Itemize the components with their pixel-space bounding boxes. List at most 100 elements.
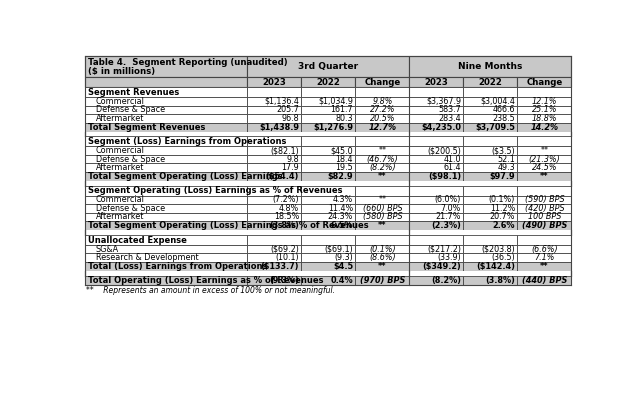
Bar xyxy=(355,213,410,221)
Text: Total Segment Operating (Loss) Earnings: Total Segment Operating (Loss) Earnings xyxy=(88,172,282,181)
Bar xyxy=(410,97,463,105)
Bar xyxy=(84,132,572,136)
Bar xyxy=(517,253,572,262)
Text: 41.0: 41.0 xyxy=(444,154,461,164)
Bar xyxy=(248,196,301,204)
Bar xyxy=(84,87,248,97)
Text: $1,034.9: $1,034.9 xyxy=(318,97,353,106)
Text: 2.6%: 2.6% xyxy=(493,221,515,230)
Text: 18.5%: 18.5% xyxy=(274,213,299,221)
Text: 14.2%: 14.2% xyxy=(531,123,559,132)
Bar xyxy=(463,123,517,132)
Bar xyxy=(355,245,410,253)
Text: 80.3: 80.3 xyxy=(335,114,353,123)
Bar xyxy=(248,87,301,97)
Text: (6.0%): (6.0%) xyxy=(435,195,461,204)
Text: 7.1%: 7.1% xyxy=(534,253,554,262)
Bar xyxy=(517,105,572,114)
Text: (2.3%): (2.3%) xyxy=(431,221,461,230)
Bar xyxy=(301,164,355,172)
Bar xyxy=(355,136,410,146)
Text: Commercial: Commercial xyxy=(95,195,145,204)
Bar xyxy=(84,262,248,271)
Bar xyxy=(463,186,517,196)
Text: $1,438.9: $1,438.9 xyxy=(259,123,299,132)
Bar xyxy=(84,230,572,235)
Bar xyxy=(301,172,355,181)
Text: **: ** xyxy=(378,146,387,155)
Text: 27.2%: 27.2% xyxy=(370,105,395,115)
Bar xyxy=(301,245,355,253)
Bar xyxy=(410,276,463,285)
Bar xyxy=(355,186,410,196)
Bar xyxy=(517,87,572,97)
Bar xyxy=(248,56,410,77)
Text: (0.1%): (0.1%) xyxy=(489,195,515,204)
Bar xyxy=(355,146,410,155)
Text: **: ** xyxy=(378,262,387,271)
Bar xyxy=(410,204,463,213)
Text: 205.7: 205.7 xyxy=(276,105,299,115)
Bar xyxy=(517,136,572,146)
Text: (660) BPS: (660) BPS xyxy=(363,204,402,213)
Text: 11.4%: 11.4% xyxy=(328,204,353,213)
Text: (3.8%): (3.8%) xyxy=(269,221,299,230)
Bar xyxy=(301,77,355,87)
Text: **: ** xyxy=(540,172,548,181)
Bar xyxy=(517,172,572,181)
Bar xyxy=(355,196,410,204)
Bar xyxy=(84,235,248,245)
Bar xyxy=(517,204,572,213)
Bar xyxy=(410,213,463,221)
Bar xyxy=(410,136,463,146)
Text: Commercial: Commercial xyxy=(95,97,145,106)
Text: 21.7%: 21.7% xyxy=(436,213,461,221)
Text: **    Represents an amount in excess of 100% or not meaningful.: ** Represents an amount in excess of 100… xyxy=(86,286,335,295)
Bar xyxy=(517,164,572,172)
Bar xyxy=(84,221,248,230)
Bar xyxy=(463,276,517,285)
Text: 49.3: 49.3 xyxy=(497,163,515,172)
Bar xyxy=(410,87,463,97)
Bar xyxy=(84,213,248,221)
Text: 583.7: 583.7 xyxy=(438,105,461,115)
Bar xyxy=(410,186,463,196)
Bar xyxy=(248,204,301,213)
Text: (490) BPS: (490) BPS xyxy=(522,221,567,230)
Text: (8.6%): (8.6%) xyxy=(369,253,396,262)
Bar xyxy=(84,77,248,87)
Text: Commercial: Commercial xyxy=(95,146,145,155)
Text: $1,136.4: $1,136.4 xyxy=(264,97,299,106)
Bar xyxy=(84,114,248,123)
Bar xyxy=(463,155,517,164)
Bar xyxy=(355,155,410,164)
Bar xyxy=(248,235,301,245)
Bar xyxy=(84,271,572,276)
Text: $4.5: $4.5 xyxy=(333,262,353,271)
Bar xyxy=(248,77,301,87)
Bar xyxy=(463,253,517,262)
Bar xyxy=(301,146,355,155)
Bar xyxy=(355,105,410,114)
Bar xyxy=(410,146,463,155)
Text: 2023: 2023 xyxy=(424,78,448,87)
Text: (9.3): (9.3) xyxy=(334,253,353,262)
Bar xyxy=(355,164,410,172)
Bar xyxy=(463,105,517,114)
Bar xyxy=(301,196,355,204)
Text: (3.8%): (3.8%) xyxy=(485,276,515,285)
Bar xyxy=(355,123,410,132)
Bar xyxy=(410,235,463,245)
Bar xyxy=(355,253,410,262)
Bar xyxy=(248,213,301,221)
Bar xyxy=(301,114,355,123)
Bar xyxy=(301,123,355,132)
Bar xyxy=(517,213,572,221)
Bar xyxy=(301,235,355,245)
Bar xyxy=(517,146,572,155)
Bar xyxy=(463,164,517,172)
Bar xyxy=(463,136,517,146)
Bar xyxy=(355,77,410,87)
Bar xyxy=(84,186,248,196)
Text: (9.3%): (9.3%) xyxy=(269,276,299,285)
